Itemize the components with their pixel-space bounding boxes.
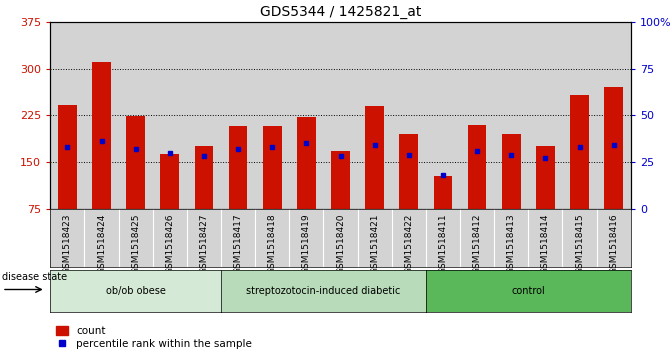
Bar [153,22,187,209]
Text: disease state: disease state [2,272,67,282]
Text: GSM1518424: GSM1518424 [97,213,106,274]
Bar [392,22,426,209]
Bar [528,22,562,209]
Bar [570,95,589,209]
Bar [187,22,221,209]
Bar [494,22,528,209]
Bar [562,22,597,209]
Bar [358,22,392,209]
Bar [255,22,289,209]
Bar [331,151,350,209]
Text: GSM1518413: GSM1518413 [507,213,516,274]
Bar [468,125,486,209]
Text: GSM1518420: GSM1518420 [336,213,345,274]
Bar [536,146,555,209]
Bar [502,134,521,209]
Bar [160,154,179,209]
Bar [58,105,76,209]
Bar [92,62,111,209]
Bar [195,146,213,209]
Text: GSM1518422: GSM1518422 [405,213,413,274]
Bar [289,22,323,209]
Bar [605,87,623,209]
Bar [126,116,145,209]
Text: GSM1518419: GSM1518419 [302,213,311,274]
Bar [426,22,460,209]
Text: ob/ob obese: ob/ob obese [106,286,166,296]
Bar [221,22,255,209]
Bar [229,126,248,209]
Text: GSM1518421: GSM1518421 [370,213,379,274]
Text: GSM1518414: GSM1518414 [541,213,550,274]
Text: GSM1518423: GSM1518423 [63,213,72,274]
Bar [433,176,452,209]
Text: GSM1518416: GSM1518416 [609,213,618,274]
Text: GSM1518411: GSM1518411 [438,213,448,274]
Text: GSM1518415: GSM1518415 [575,213,584,274]
Bar [365,106,384,209]
Bar [297,117,316,209]
Bar [85,22,119,209]
Bar [263,126,282,209]
Text: GSM1518417: GSM1518417 [234,213,243,274]
Bar [323,22,358,209]
Bar [119,22,153,209]
Text: GSM1518418: GSM1518418 [268,213,276,274]
Bar [460,22,494,209]
Title: GDS5344 / 1425821_at: GDS5344 / 1425821_at [260,5,421,19]
Text: GSM1518425: GSM1518425 [131,213,140,274]
Text: control: control [511,286,546,296]
Legend: count, percentile rank within the sample: count, percentile rank within the sample [56,326,252,349]
Bar [399,134,418,209]
Text: GSM1518427: GSM1518427 [199,213,209,274]
Text: GSM1518426: GSM1518426 [165,213,174,274]
Bar [597,22,631,209]
Bar [50,22,85,209]
Text: streptozotocin-induced diabetic: streptozotocin-induced diabetic [246,286,401,296]
Text: GSM1518412: GSM1518412 [472,213,482,274]
